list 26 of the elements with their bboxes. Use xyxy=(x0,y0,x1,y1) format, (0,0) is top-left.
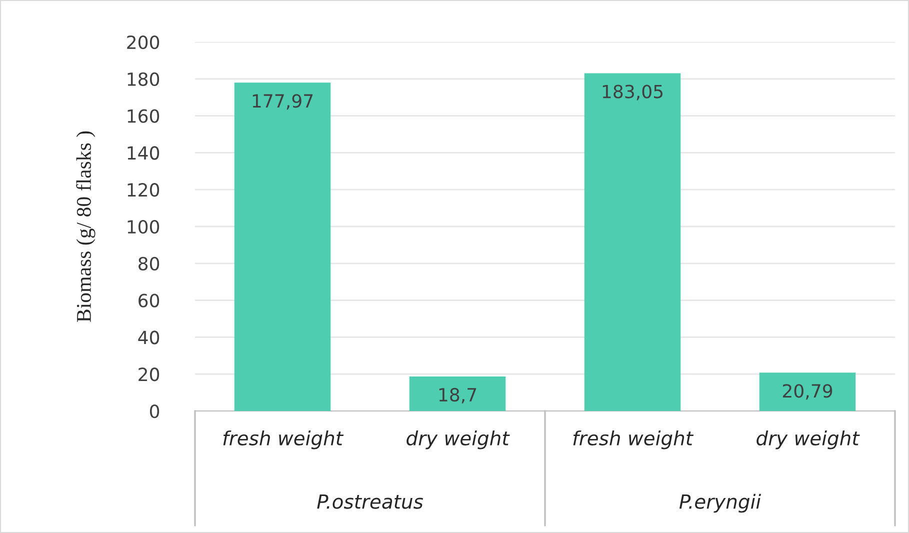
x-tick-label: fresh weight xyxy=(573,430,694,450)
data-label: 18,7 xyxy=(439,388,476,404)
y-tick-label: 0 xyxy=(150,404,160,418)
bar xyxy=(759,372,856,411)
text: P.eryngii xyxy=(679,494,761,513)
bar xyxy=(409,376,506,411)
y-tick-label: 120 xyxy=(128,183,160,197)
y-tick-label: 180 xyxy=(128,72,160,86)
data-label: 20,79 xyxy=(782,384,832,400)
data-label: 177,97 xyxy=(252,94,313,110)
data-label: 183,05 xyxy=(602,84,663,100)
y-axis-title: Biomass (g/ 80 flasks ) xyxy=(76,131,96,322)
x-tick-label: dry weight xyxy=(756,430,860,450)
y-tick-label: 40 xyxy=(138,330,160,344)
text: P.ostreatus xyxy=(317,494,424,509)
y-tick-label: 140 xyxy=(128,146,160,160)
y-tick-label: 80 xyxy=(138,256,160,271)
bar xyxy=(234,82,331,411)
bar xyxy=(584,73,681,411)
y-tick-label: 20 xyxy=(138,368,160,382)
y-tick-label: 100 xyxy=(128,220,160,234)
x-tick-label: dry weight xyxy=(406,430,510,450)
y-tick-label: 160 xyxy=(128,109,160,123)
y-tick-label: 60 xyxy=(138,294,160,308)
x-tick-label: fresh weight xyxy=(223,430,344,450)
y-tick-label: 200 xyxy=(127,35,160,50)
